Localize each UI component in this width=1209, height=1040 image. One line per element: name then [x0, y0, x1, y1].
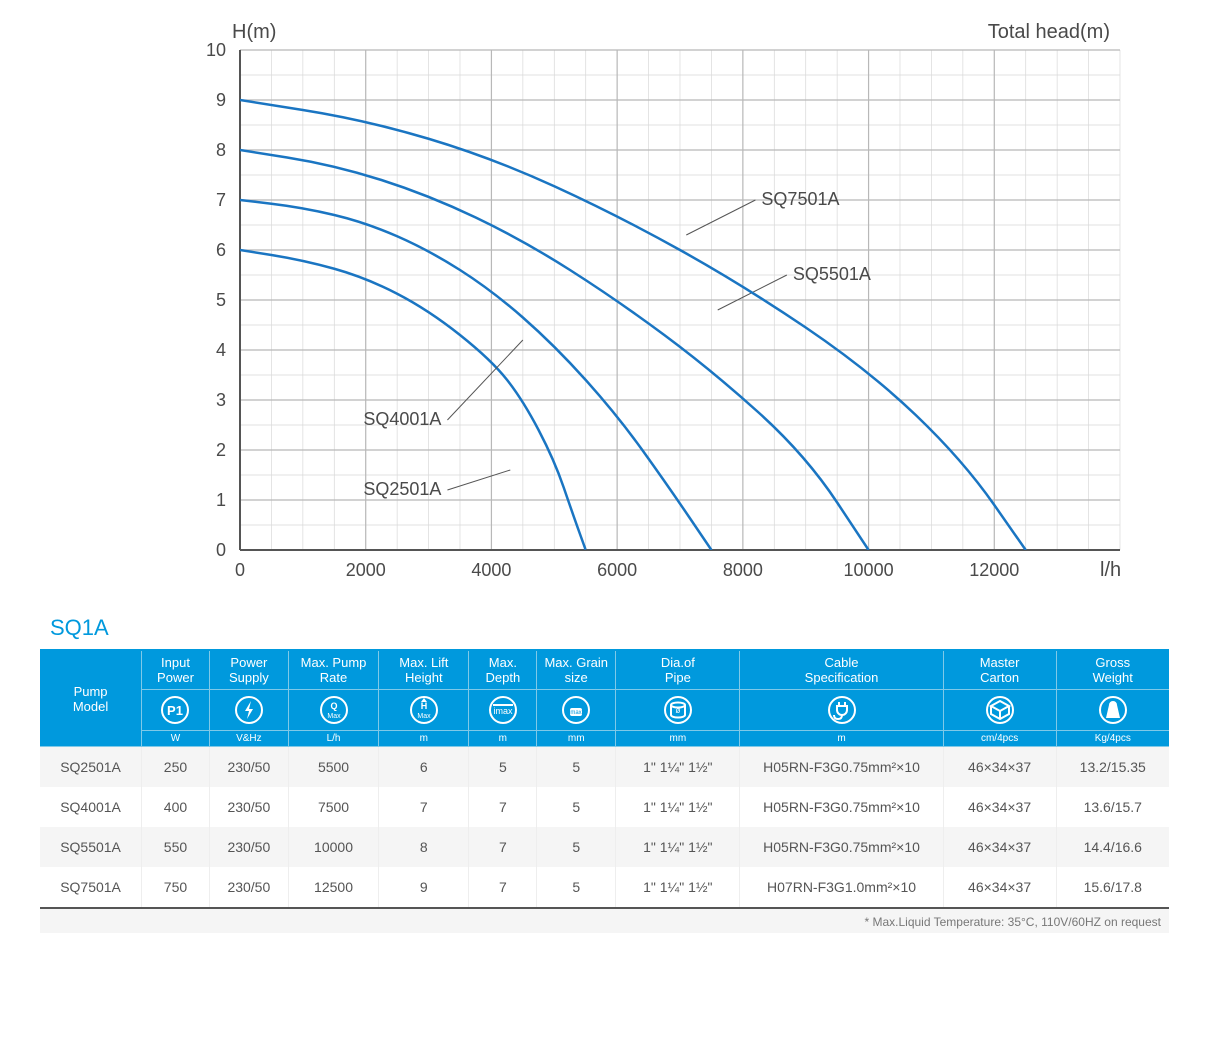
table-cell: H05RN-F3G0.75mm²×10 — [740, 787, 943, 827]
bolt-icon — [209, 690, 288, 731]
svg-text:2: 2 — [216, 440, 226, 460]
qmax-icon: Q Max — [288, 690, 378, 731]
table-cell: H05RN-F3G0.75mm²×10 — [740, 827, 943, 867]
table-cell: SQ2501A — [40, 747, 142, 788]
table-cell: 14.4/16.6 — [1056, 827, 1169, 867]
svg-text:Max: Max — [327, 713, 341, 720]
table-cell: SQ5501A — [40, 827, 142, 867]
svg-text:3: 3 — [216, 390, 226, 410]
table-row: SQ4001A400230/5075007751" 1¼" 1½"H05RN-F… — [40, 787, 1169, 827]
table-cell: 5 — [537, 867, 616, 908]
table-cell: 5 — [537, 747, 616, 788]
svg-text:SQ7501A: SQ7501A — [761, 189, 839, 209]
svg-text:P1: P1 — [168, 703, 184, 718]
svg-text:SQ4001A: SQ4001A — [363, 409, 441, 429]
table-cell: 230/50 — [209, 747, 288, 788]
svg-text:10: 10 — [206, 40, 226, 60]
table-cell: 12500 — [288, 867, 378, 908]
table-cell: 7 — [469, 787, 537, 827]
table-row: SQ7501A750230/50125009751" 1¼" 1½"H07RN-… — [40, 867, 1169, 908]
spec-table-body: SQ2501A250230/5055006551" 1¼" 1½"H05RN-F… — [40, 747, 1169, 909]
series-title: SQ1A — [50, 615, 1169, 641]
svg-text:4000: 4000 — [471, 560, 511, 580]
svg-text:6: 6 — [216, 240, 226, 260]
table-cell: 9 — [379, 867, 469, 908]
svg-text:SQ5501A: SQ5501A — [793, 264, 871, 284]
weight-icon — [1056, 690, 1169, 731]
table-cell: H07RN-F3G1.0mm²×10 — [740, 867, 943, 908]
svg-text:H: H — [421, 701, 428, 711]
svg-text:max: max — [571, 710, 582, 716]
table-footnote: * Max.Liquid Temperature: 35°C, 110V/60H… — [40, 909, 1169, 933]
svg-text:9: 9 — [216, 90, 226, 110]
svg-text:8000: 8000 — [723, 560, 763, 580]
table-cell: 1" 1¼" 1½" — [616, 787, 740, 827]
svg-text:7: 7 — [216, 190, 226, 210]
svg-text:6000: 6000 — [597, 560, 637, 580]
pipe-icon: ø — [616, 690, 740, 731]
table-cell: 1" 1¼" 1½" — [616, 867, 740, 908]
table-cell: 8 — [379, 827, 469, 867]
table-cell: 46×34×37 — [943, 867, 1056, 908]
grain-icon: max — [537, 690, 616, 731]
spec-table: PumpModelInputPowerPowerSupplyMax. PumpR… — [40, 649, 1169, 909]
table-row: SQ2501A250230/5055006551" 1¼" 1½"H05RN-F… — [40, 747, 1169, 788]
table-cell: 230/50 — [209, 787, 288, 827]
svg-text:4: 4 — [216, 340, 226, 360]
svg-text:l/h: l/h — [1100, 559, 1121, 580]
table-cell: 13.2/15.35 — [1056, 747, 1169, 788]
table-cell: SQ4001A — [40, 787, 142, 827]
svg-text:ø: ø — [675, 706, 680, 715]
table-cell: 5 — [537, 827, 616, 867]
svg-text:10000: 10000 — [844, 560, 894, 580]
performance-chart: 0 1 2 3 4 5 6 7 8 9 10 0 2000 4000 6000 8000 10000 12000 H… — [180, 20, 1169, 585]
box-icon — [943, 690, 1056, 731]
hmax-icon: H Max — [379, 690, 469, 731]
table-cell: 250 — [142, 747, 210, 788]
table-cell: 400 — [142, 787, 210, 827]
svg-text:Total head(m): Total head(m) — [988, 21, 1110, 43]
table-cell: 5 — [469, 747, 537, 788]
table-cell: 5 — [537, 787, 616, 827]
chart-svg: 0 1 2 3 4 5 6 7 8 9 10 0 2000 4000 6000 8000 10000 12000 H… — [180, 20, 1140, 580]
table-cell: 46×34×37 — [943, 827, 1056, 867]
table-cell: 5500 — [288, 747, 378, 788]
table-cell: 550 — [142, 827, 210, 867]
table-cell: 7 — [469, 827, 537, 867]
imax-icon: imax — [469, 690, 537, 731]
table-cell: 7500 — [288, 787, 378, 827]
table-cell: SQ7501A — [40, 867, 142, 908]
svg-text:Max: Max — [417, 713, 431, 720]
table-cell: 230/50 — [209, 867, 288, 908]
svg-text:0: 0 — [216, 540, 226, 560]
table-cell: 1" 1¼" 1½" — [616, 827, 740, 867]
svg-text:1: 1 — [216, 490, 226, 510]
table-cell: 10000 — [288, 827, 378, 867]
svg-text:H(m): H(m) — [232, 21, 276, 43]
svg-text:2000: 2000 — [346, 560, 386, 580]
svg-text:8: 8 — [216, 140, 226, 160]
svg-text:12000: 12000 — [969, 560, 1019, 580]
svg-text:SQ2501A: SQ2501A — [363, 479, 441, 499]
table-cell: 230/50 — [209, 827, 288, 867]
spec-table-head: PumpModelInputPowerPowerSupplyMax. PumpR… — [40, 650, 1169, 747]
svg-text:5: 5 — [216, 290, 226, 310]
svg-text:0: 0 — [235, 560, 245, 580]
table-cell: 46×34×37 — [943, 787, 1056, 827]
table-cell: 750 — [142, 867, 210, 908]
table-row: SQ5501A550230/50100008751" 1¼" 1½"H05RN-… — [40, 827, 1169, 867]
P1-icon: P1 — [142, 690, 210, 731]
svg-text:Q: Q — [330, 701, 337, 711]
svg-text:imax: imax — [493, 706, 513, 716]
table-cell: 15.6/17.8 — [1056, 867, 1169, 908]
table-cell: H05RN-F3G0.75mm²×10 — [740, 747, 943, 788]
table-cell: 6 — [379, 747, 469, 788]
table-cell: 46×34×37 — [943, 747, 1056, 788]
table-cell: 13.6/15.7 — [1056, 787, 1169, 827]
table-cell: 7 — [379, 787, 469, 827]
plug-icon — [740, 690, 943, 731]
table-cell: 1" 1¼" 1½" — [616, 747, 740, 788]
table-cell: 7 — [469, 867, 537, 908]
